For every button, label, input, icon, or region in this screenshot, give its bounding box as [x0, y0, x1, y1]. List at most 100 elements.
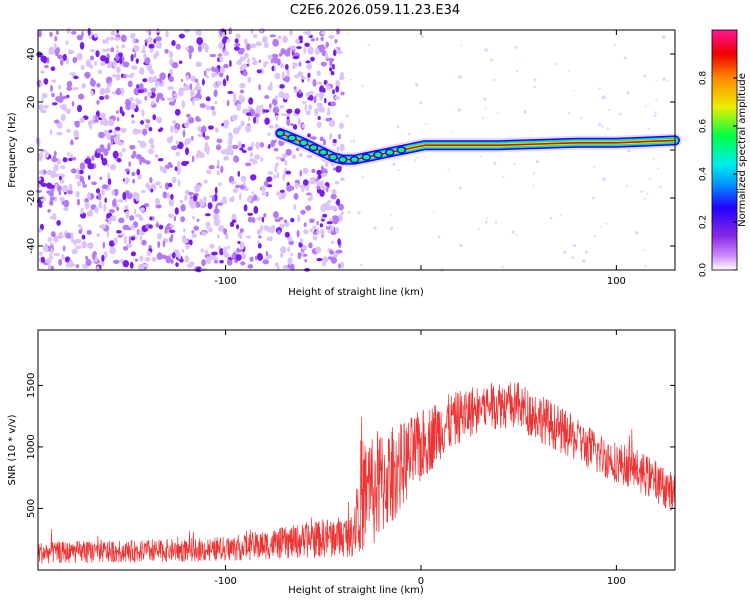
noise-blob — [209, 243, 215, 249]
noise-blob — [317, 174, 322, 179]
colorbar-tick-label: 0.0 — [699, 263, 709, 278]
noise-blob — [227, 245, 230, 250]
noise-blob — [175, 262, 179, 267]
noise-blob — [123, 74, 127, 79]
noise-blob — [76, 168, 80, 175]
noise-blob — [325, 204, 332, 211]
spectrogram-signal-track — [273, 126, 682, 167]
noise-blob — [106, 230, 110, 238]
noise-blob — [280, 246, 287, 254]
noise-blob — [315, 48, 320, 56]
noise-blob — [155, 181, 162, 186]
noise-blob — [184, 123, 189, 128]
noise-blob — [279, 252, 284, 258]
noise-blob — [215, 144, 222, 151]
noise-blob — [139, 157, 142, 166]
noise-blob — [142, 128, 148, 136]
noise-blob — [181, 248, 185, 253]
noise-blob — [140, 120, 144, 125]
noise-blob — [75, 264, 80, 269]
noise-blob — [282, 77, 288, 82]
noise-blob — [210, 106, 215, 111]
noise-blob — [65, 232, 73, 239]
noise-blob — [146, 250, 152, 257]
noise-blob — [133, 53, 137, 58]
noise-blob — [136, 129, 142, 134]
signal-blob — [308, 143, 319, 152]
noise-blob — [74, 121, 78, 126]
noise-blob — [223, 50, 230, 56]
noise-blob — [151, 256, 157, 262]
noise-blob — [59, 59, 64, 66]
noise-blob — [260, 67, 264, 75]
noise-blob — [152, 114, 157, 121]
noise-blob — [122, 192, 127, 200]
noise-blob — [211, 256, 218, 261]
noise-blob — [236, 249, 243, 253]
noise-blob — [127, 80, 133, 88]
noise-blob — [330, 205, 338, 211]
noise-blob — [278, 195, 285, 200]
noise-blob — [285, 113, 291, 118]
noise-blob — [53, 119, 60, 124]
noise-blob — [121, 111, 125, 117]
noise-blob — [224, 233, 229, 240]
noise-blob — [239, 89, 245, 94]
noise-blob — [211, 110, 217, 116]
noise-dot — [579, 116, 583, 120]
noise-blob — [275, 162, 279, 167]
noise-dot — [644, 265, 647, 268]
noise-blob — [240, 261, 246, 266]
noise-blob — [167, 97, 174, 101]
noise-blob — [120, 34, 127, 43]
noise-blob — [306, 154, 313, 159]
noise-blob — [246, 112, 252, 116]
noise-blob — [189, 83, 193, 91]
noise-blob — [56, 131, 63, 136]
noise-blob — [98, 131, 105, 139]
noise-blob — [266, 176, 272, 183]
noise-blob — [325, 52, 329, 59]
noise-blob — [84, 198, 89, 203]
colorbar: 0.0 0.2 0.4 0.6 0.8 Normalized spectral ampl… — [699, 29, 748, 278]
noise-blob — [221, 123, 224, 127]
noise-blob — [310, 56, 315, 62]
noise-blob — [65, 40, 69, 45]
noise-blob — [312, 79, 317, 87]
noise-blob — [287, 236, 293, 242]
noise-blob — [238, 94, 243, 99]
noise-blob — [205, 96, 211, 102]
noise-blob — [324, 98, 327, 104]
noise-blob — [215, 127, 219, 133]
noise-dot — [640, 190, 643, 193]
noise-blob — [264, 95, 270, 99]
noise-blob — [188, 117, 195, 124]
noise-blob — [51, 92, 55, 98]
noise-blob — [78, 93, 85, 100]
noise-dot — [646, 192, 649, 195]
noise-blob — [237, 141, 242, 148]
noise-blob — [129, 74, 134, 79]
noise-blob — [107, 48, 111, 52]
noise-blob — [156, 252, 163, 260]
noise-blob — [211, 251, 218, 256]
noise-blob — [140, 189, 146, 193]
noise-blob — [99, 95, 105, 101]
noise-blob — [137, 88, 144, 94]
noise-blob — [253, 205, 259, 214]
noise-dot — [571, 256, 575, 260]
noise-dot — [592, 196, 595, 200]
noise-blob — [96, 148, 102, 154]
noise-blob — [283, 219, 288, 224]
noise-blob — [290, 123, 294, 127]
noise-blob — [89, 79, 96, 87]
noise-blob — [192, 98, 195, 107]
noise-blob — [144, 256, 151, 262]
noise-blob — [232, 188, 239, 194]
noise-dot — [626, 91, 630, 94]
noise-blob — [275, 156, 282, 160]
noise-blob — [136, 168, 140, 176]
noise-blob — [184, 161, 190, 165]
noise-blob — [200, 152, 205, 158]
noise-blob — [243, 52, 249, 59]
